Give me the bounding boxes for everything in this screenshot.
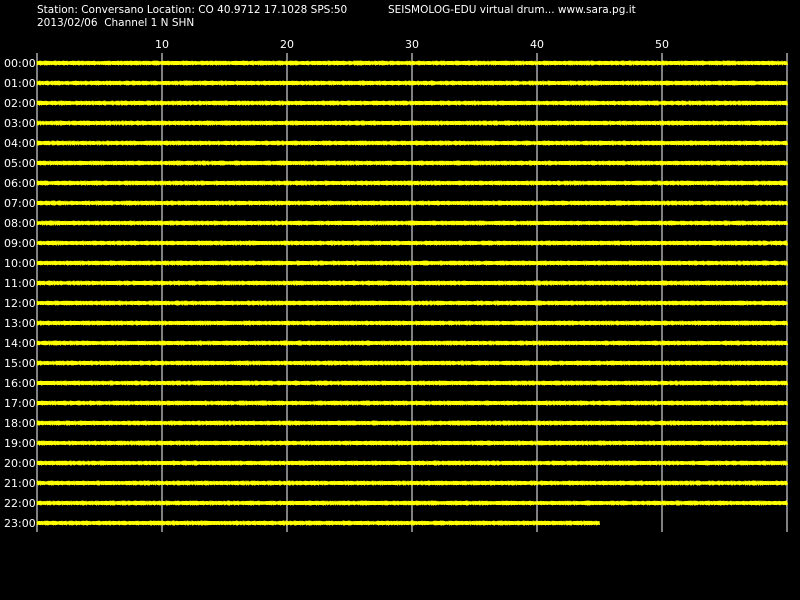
- trace-0100: [36, 80, 788, 86]
- trace-1600: [36, 380, 788, 386]
- app-title: SEISMOLOG-EDU virtual drum... www.sara.p…: [388, 4, 636, 16]
- hour-label: 12:00: [4, 297, 36, 310]
- hour-label: 14:00: [4, 337, 36, 350]
- hour-label: 01:00: [4, 77, 36, 90]
- trace-2300: [36, 520, 600, 526]
- x-tick-label: 20: [280, 38, 294, 51]
- trace-1200: [36, 300, 788, 306]
- hour-label: 08:00: [4, 217, 36, 230]
- trace-2000: [36, 460, 788, 466]
- hour-label: 07:00: [4, 197, 36, 210]
- hour-label: 05:00: [4, 157, 36, 170]
- trace-0600: [36, 180, 788, 186]
- hour-label: 22:00: [4, 497, 36, 510]
- trace-1700: [36, 400, 788, 406]
- hour-label: 03:00: [4, 117, 36, 130]
- hour-label: 23:00: [4, 517, 36, 530]
- hour-label: 19:00: [4, 437, 36, 450]
- x-tick-label: 30: [405, 38, 419, 51]
- x-tick-label: 40: [530, 38, 544, 51]
- trace-0300: [36, 120, 788, 126]
- hour-label: 17:00: [4, 397, 36, 410]
- trace-1100: [36, 280, 788, 286]
- date-channel: 2013/02/06 Channel 1 N SHN: [37, 17, 195, 29]
- hour-label: 11:00: [4, 277, 36, 290]
- trace-1300: [36, 320, 788, 326]
- hour-label: 20:00: [4, 457, 36, 470]
- trace-0800: [36, 220, 788, 226]
- hour-label: 16:00: [4, 377, 36, 390]
- hour-label: 21:00: [4, 477, 36, 490]
- trace-1800: [36, 420, 788, 426]
- x-tick-label: 50: [655, 38, 669, 51]
- trace-1400: [36, 340, 788, 346]
- trace-0200: [36, 100, 788, 106]
- trace-0000: [36, 60, 788, 66]
- trace-2100: [36, 480, 788, 486]
- hour-label: 13:00: [4, 317, 36, 330]
- hour-label: 02:00: [4, 97, 36, 110]
- trace-1000: [36, 260, 788, 266]
- trace-1500: [36, 360, 788, 366]
- trace-0400: [36, 140, 788, 146]
- station-info: Station: Conversano Location: CO 40.9712…: [37, 4, 348, 16]
- trace-1900: [36, 440, 788, 446]
- hour-label: 00:00: [4, 57, 36, 70]
- hour-label: 18:00: [4, 417, 36, 430]
- trace-0500: [36, 160, 788, 166]
- trace-0700: [36, 200, 788, 206]
- hour-label: 09:00: [4, 237, 36, 250]
- hour-label: 06:00: [4, 177, 36, 190]
- hour-label: 04:00: [4, 137, 36, 150]
- trace-0900: [36, 240, 788, 246]
- trace-2200: [36, 500, 788, 506]
- hour-label: 15:00: [4, 357, 36, 370]
- hour-label: 10:00: [4, 257, 36, 270]
- x-tick-label: 10: [155, 38, 169, 51]
